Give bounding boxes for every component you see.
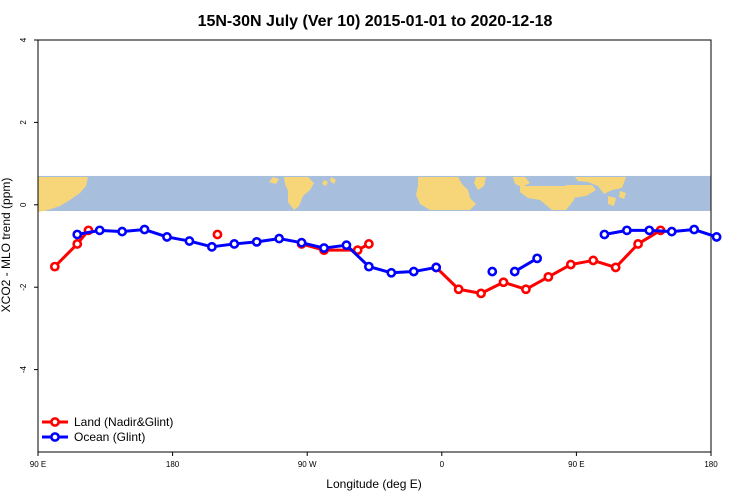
y-axis-label: XCO2 - MLO trend (ppm): [0, 178, 13, 313]
data-point: [296, 237, 307, 248]
data-point: [521, 284, 531, 295]
data-point: [621, 225, 632, 236]
data-point: [689, 224, 700, 235]
series-land: [49, 225, 666, 299]
data-point: [408, 266, 419, 277]
series-line: [76, 228, 437, 275]
y-axis: -4 -2 0 2 4: [19, 37, 38, 373]
legend-marker: [50, 417, 60, 427]
data-point: [532, 253, 543, 264]
x-tick-label: 180: [704, 460, 718, 469]
plot-frame: [37, 39, 712, 453]
data-point: [352, 245, 363, 256]
legend-marker: [50, 432, 60, 442]
data-point: [476, 288, 486, 299]
chart-title: 15N-30N July (Ver 10) 2015-01-01 to 2020…: [198, 13, 553, 30]
y-tick-label: 0: [19, 202, 28, 207]
data-point: [162, 232, 172, 242]
data-point: [206, 241, 217, 252]
data-point: [319, 243, 329, 253]
series-layer: [49, 224, 722, 299]
data-point: [49, 261, 60, 272]
x-tick-label: 90 W: [298, 460, 317, 469]
data-point: [251, 236, 262, 247]
series-line: [435, 229, 662, 295]
data-point: [341, 240, 352, 251]
data-point: [386, 267, 397, 278]
map-land: [38, 177, 626, 212]
legend-label: Ocean (Glint): [74, 430, 145, 444]
data-point: [487, 266, 498, 277]
x-axis: 90 E 180 90 W 0 90 E 180: [30, 452, 718, 469]
data-point: [72, 229, 83, 240]
data-point: [644, 225, 655, 236]
x-axis-label: Longitude (deg E): [326, 477, 421, 491]
data-point: [610, 262, 621, 273]
data-point: [72, 239, 83, 249]
data-point: [599, 229, 610, 240]
x-tick-label: 90 E: [568, 460, 584, 469]
series-line: [53, 229, 90, 268]
data-point: [666, 226, 677, 237]
data-point: [212, 229, 223, 240]
y-tick-label: -2: [19, 283, 28, 291]
data-point: [139, 224, 150, 235]
series-ocean: [72, 224, 722, 278]
data-point: [363, 239, 374, 249]
x-tick-label: 0: [440, 460, 445, 469]
data-point: [588, 255, 599, 266]
data-point: [509, 266, 520, 277]
y-tick-label: 2: [19, 120, 28, 125]
data-point: [94, 225, 105, 236]
data-point: [431, 262, 442, 273]
legend: Land (Nadir&Glint)Ocean (Glint): [42, 415, 173, 444]
series-line: [301, 242, 370, 252]
x-tick-label: 90 E: [30, 460, 46, 469]
data-point: [229, 239, 240, 249]
data-point: [565, 259, 576, 270]
y-tick-label: -4: [19, 365, 28, 373]
data-point: [453, 284, 464, 295]
world-map-strip: [38, 175, 711, 212]
data-point: [363, 261, 374, 272]
data-point: [184, 236, 195, 246]
data-point: [274, 233, 285, 244]
x-tick-label: 180: [166, 460, 180, 469]
data-point: [543, 271, 554, 282]
data-point: [498, 277, 509, 288]
legend-label: Land (Nadir&Glint): [74, 415, 173, 429]
data-point: [711, 232, 722, 242]
y-tick-label: 4: [19, 37, 28, 42]
data-point: [633, 239, 643, 249]
data-point: [117, 226, 128, 237]
